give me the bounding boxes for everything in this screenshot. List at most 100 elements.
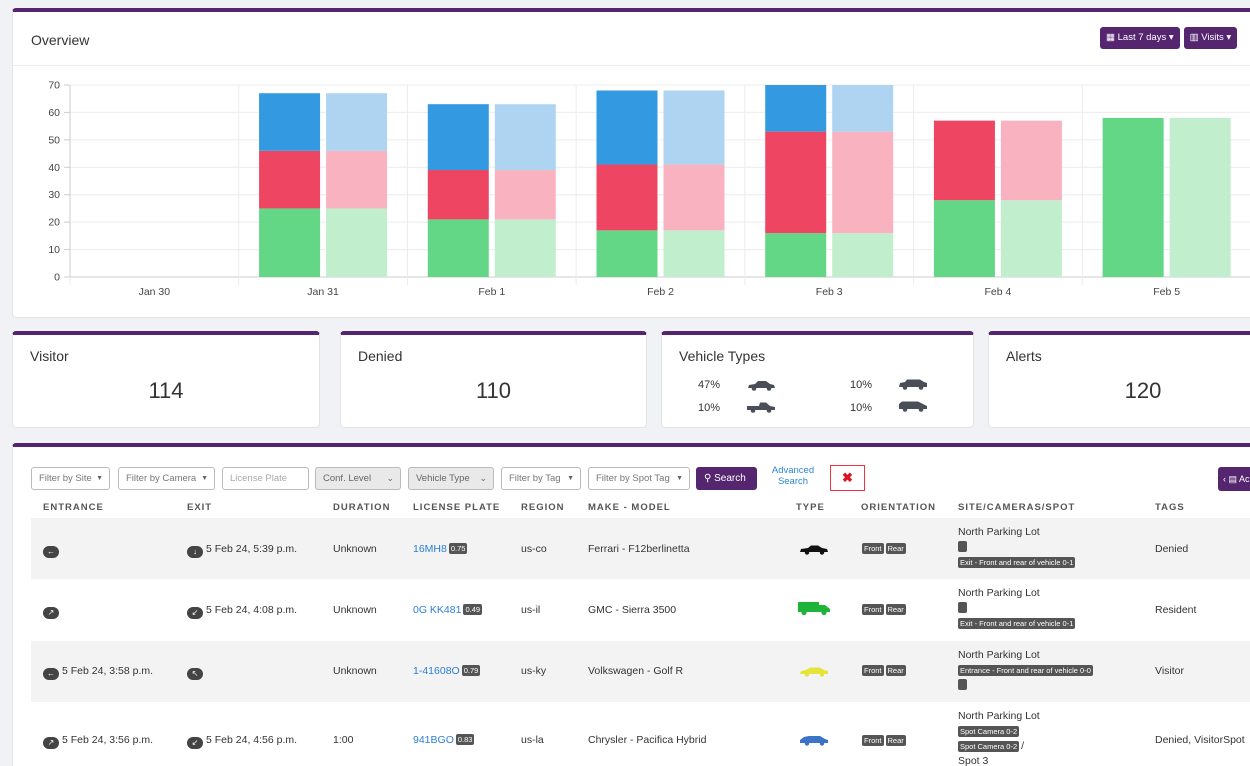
y-tick-label: 20	[48, 217, 60, 229]
vehicle-types-card[interactable]: Vehicle Types 47% 10% 10% 10%	[661, 331, 974, 428]
header-tags[interactable]: TAGS	[1155, 502, 1185, 513]
plate-link[interactable]: 941BGO	[413, 734, 454, 746]
advanced-search-link[interactable]: Advanced Search	[771, 465, 815, 487]
clear-filters-button[interactable]: ✖	[830, 465, 865, 491]
list-icon: ‹ ▤	[1223, 474, 1240, 484]
orientation-front-badge: Front	[862, 604, 884, 615]
plate-link[interactable]: 1-41608O	[413, 665, 460, 677]
entrance-arrow-icon: ←	[43, 546, 59, 558]
exit-arrow-icon: ↙	[187, 737, 203, 749]
license-plate-input[interactable]: License Plate	[222, 467, 309, 490]
filter-camera-select[interactable]: Filter by Camera ▼	[118, 467, 215, 490]
entrance-cell: ↗	[43, 604, 62, 619]
camera-badge: Entrance - Front and rear of vehicle 0-0	[958, 665, 1093, 676]
header-region[interactable]: REGION	[521, 502, 565, 513]
header-entrance[interactable]: ENTRANCE	[43, 502, 104, 513]
x-tick-label: Feb 3	[816, 286, 843, 298]
bar-segment-red	[259, 150, 321, 209]
table-row[interactable]: ← 5 Feb 24, 3:58 p.m. ↖ Unknown 1-41608O 0…	[31, 641, 1250, 702]
filter-tag-label: Filter by Tag	[509, 473, 561, 484]
exit-cell: ↖	[187, 665, 206, 680]
visitor-card[interactable]: Visitor 114	[12, 331, 320, 428]
visitor-title: Visitor	[30, 348, 69, 364]
orientation-cell: Front Rear	[862, 734, 908, 746]
bar-segment-red	[933, 120, 995, 201]
header-duration[interactable]: DURATION	[333, 502, 391, 513]
date-range-label: Last 7 days	[1117, 32, 1167, 43]
metric-button[interactable]: ▥ Visits ▾	[1183, 27, 1238, 49]
header-exit[interactable]: EXIT	[187, 502, 213, 513]
caret-down-icon: ▾	[1223, 32, 1232, 43]
bar-segment-red	[663, 164, 725, 231]
table-row[interactable]: ↗ 5 Feb 24, 3:56 p.m. ↙ 5 Feb 24, 4:56 p.m…	[31, 702, 1250, 766]
duration-cell: Unknown	[333, 543, 377, 555]
header-make-model[interactable]: MAKE - MODEL	[588, 502, 671, 513]
filter-site-select[interactable]: Filter by Site ▼	[31, 467, 110, 490]
bar-segment-red	[427, 170, 489, 220]
alerts-title: Alerts	[1006, 348, 1042, 364]
site-cell: North Parking Lot Entrance - Front and r…	[958, 648, 1095, 693]
bar-segment-blue	[596, 90, 658, 165]
bar-segment-blue	[765, 85, 827, 132]
orientation-rear-badge: Rear	[885, 665, 906, 676]
plate-link[interactable]: 0G KK481	[413, 604, 462, 616]
confidence-badge: 0.83	[455, 734, 475, 745]
x-tick-label: Feb 2	[647, 286, 674, 298]
make-model-cell: Chrysler - Pacifica Hybrid	[588, 734, 707, 746]
exit-arrow-icon: ↖	[187, 668, 203, 680]
orientation-cell: Front Rear	[862, 603, 908, 615]
site-cell: North Parking Lot Exit - Front and rear …	[958, 586, 1077, 631]
header-orientation[interactable]: ORIENTATION	[861, 502, 937, 513]
table-row[interactable]: ↗ ↙ 5 Feb 24, 4:08 p.m. Unknown 0G KK481 0…	[31, 579, 1250, 641]
bar-segment-blue	[259, 93, 321, 151]
bar-segment-red	[832, 131, 894, 234]
caret-down-icon: ▾	[1166, 32, 1174, 43]
header-type[interactable]: TYPE	[796, 502, 825, 513]
spot-name: Spot 3	[958, 755, 989, 766]
table-row[interactable]: ← ↓ 5 Feb 24, 5:39 p.m. Unknown 16MH8 0.75…	[31, 518, 1250, 579]
vehicle-type-pct: 10%	[698, 402, 721, 414]
date-range-button[interactable]: ▦ Last 7 days ▾	[1100, 27, 1180, 49]
bar-segment-blue	[832, 85, 894, 132]
filter-spot-tag-select[interactable]: Filter by Spot Tag ▼	[588, 467, 690, 490]
vehicle-type-select[interactable]: Vehicle Type ⌄	[408, 467, 494, 490]
filter-camera-label: Filter by Camera	[126, 473, 197, 484]
y-tick-label: 30	[48, 189, 60, 201]
filter-tag-select[interactable]: Filter by Tag ▼	[501, 467, 581, 490]
x-tick-label: Feb 4	[984, 286, 1011, 298]
header-license-plate[interactable]: LICENSE PLATE	[413, 502, 501, 513]
spot-separator: /	[1021, 740, 1025, 752]
suv-icon	[899, 379, 927, 390]
header-site[interactable]: SITE/CAMERAS/SPOT	[958, 502, 1076, 513]
alerts-card[interactable]: Alerts 120	[988, 331, 1250, 428]
y-tick-label: 50	[48, 134, 60, 146]
bar-segment-green	[1102, 117, 1164, 278]
x-tick-label: Jan 31	[307, 286, 339, 298]
confidence-badge: 0.49	[463, 604, 483, 615]
exit-arrow-icon: ↓	[187, 546, 203, 558]
pickup-icon	[747, 402, 775, 413]
license-plate-placeholder: License Plate	[230, 473, 288, 484]
site-name: North Parking Lot	[958, 649, 1040, 661]
conf-level-select[interactable]: Conf. Level ⌄	[315, 467, 401, 490]
records-card: Filter by Site ▼ Filter by Camera ▼ Licens…	[12, 443, 1250, 766]
orientation-cell: Front Rear	[862, 542, 908, 554]
caret-down-icon: ▼	[676, 475, 683, 482]
orientation-rear-badge: Rear	[885, 735, 906, 746]
bar-segment-red	[765, 131, 827, 234]
plate-link[interactable]: 16MH8	[413, 543, 447, 555]
duration-cell: 1:00	[333, 734, 354, 746]
spot-camera-badge: Spot Camera 0-2	[958, 741, 1020, 752]
region-cell: us-il	[521, 604, 541, 616]
duration-cell: Unknown	[333, 665, 377, 677]
metric-label: Visits	[1201, 32, 1224, 43]
chevron-down-icon: ⌄	[479, 473, 487, 483]
actions-button[interactable]: ‹ ▤ Ac	[1218, 467, 1250, 491]
search-icon: ⚲	[704, 473, 715, 484]
overview-title: Overview	[31, 32, 90, 48]
visits-chart: 0 10 20 30 40 50 60 70 Jan 30 Jan 31 Feb 1 Feb 2 Feb…	[48, 80, 1250, 298]
denied-card[interactable]: Denied 110	[340, 331, 647, 428]
region-cell: us-la	[521, 734, 544, 746]
search-button[interactable]: ⚲ Search	[696, 467, 757, 490]
exit-arrow-icon: ↙	[187, 607, 203, 619]
